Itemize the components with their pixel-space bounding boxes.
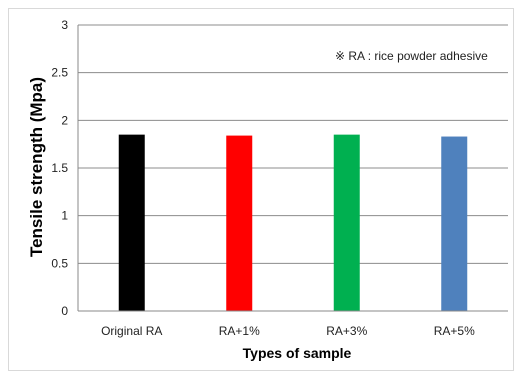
y-tick-label: 0 [61,304,68,318]
bar [333,134,360,311]
y-tick-label: 2.5 [51,66,68,80]
bar [441,136,468,311]
y-tick-label: 1 [61,209,68,223]
y-tick-labels: 0 0.5 1 1.5 2 2.5 3 [51,18,68,318]
y-axis-title: Tensile strength (Mpa) [27,77,46,257]
x-tick-label: Original RA [101,324,162,338]
y-tick-label: 1.5 [51,161,68,175]
y-tick-label: 2 [61,113,68,127]
x-tick-label: RA+3% [326,324,367,338]
y-tick-label: 0.5 [51,256,68,270]
x-tick-label: RA+1% [219,324,260,338]
y-tick-label: 3 [61,18,68,32]
x-axis-title: Types of sample [243,345,352,361]
x-tick-label: RA+5% [434,324,475,338]
bar [226,135,253,311]
bar [118,134,145,311]
chart-annotation: ※ RA : rice powder adhesive [335,49,488,63]
gridlines [78,24,508,264]
bars [118,134,468,311]
x-tick-labels: Original RA RA+1% RA+3% RA+5% [101,324,475,338]
